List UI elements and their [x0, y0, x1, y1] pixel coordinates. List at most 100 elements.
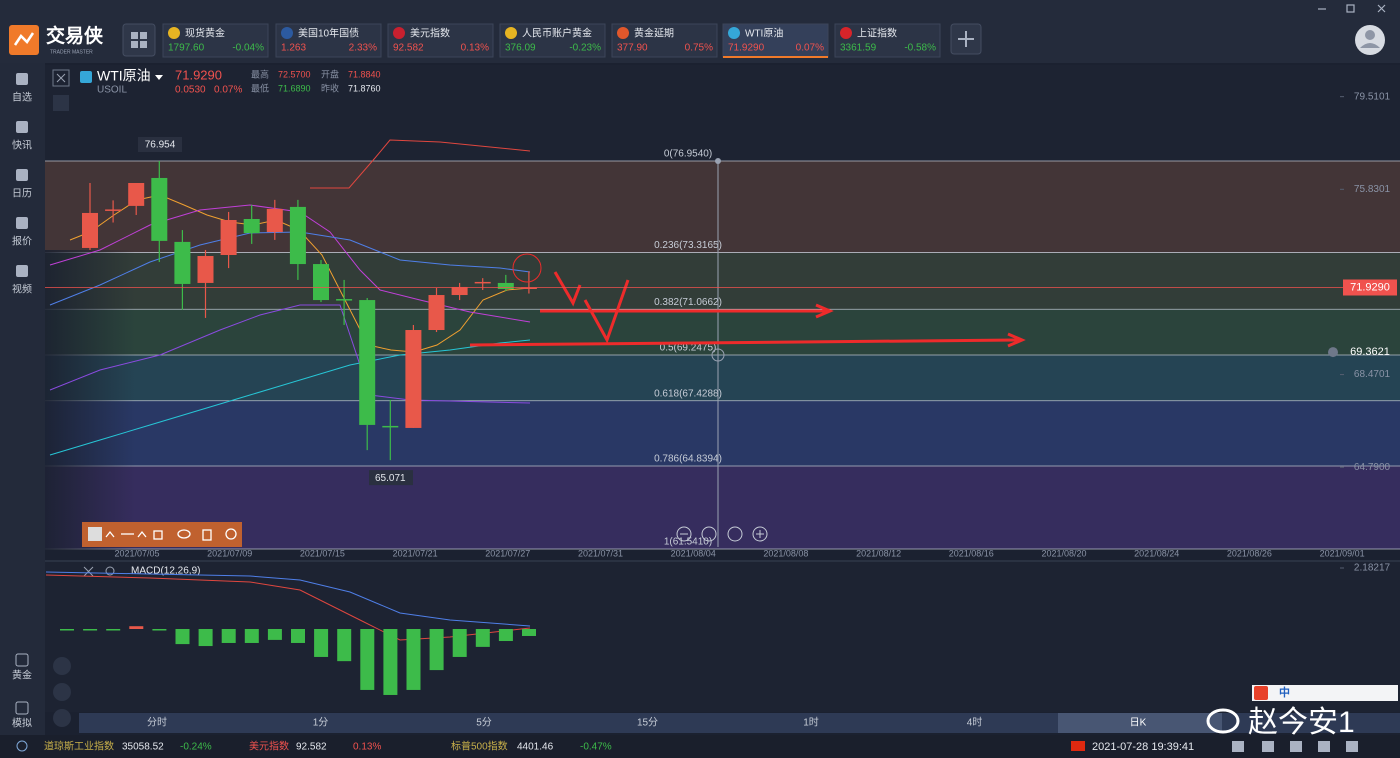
ticker-card[interactable]: [275, 23, 382, 58]
stat-label: 最高: [251, 68, 269, 79]
timeframe[interactable]: 5分: [476, 717, 492, 729]
timeframe[interactable]: 1时: [803, 717, 819, 729]
ime-mode: 中: [1279, 685, 1290, 699]
candle-body: [382, 425, 399, 428]
timeframe-active: [1058, 713, 1222, 733]
macd-bar: [106, 629, 121, 631]
timeframe[interactable]: 15分: [637, 717, 658, 729]
ticker-card[interactable]: [387, 23, 494, 58]
macd-close[interactable]: [83, 566, 94, 577]
ime-toolbar: [1252, 685, 1398, 701]
ticker-price: 376.09: [505, 43, 536, 54]
date-label: 2021/08/20: [1041, 548, 1086, 558]
timeframe[interactable]: 4时: [967, 717, 983, 729]
ticker-card[interactable]: [499, 23, 606, 58]
ticker-name: 现货黄金: [185, 27, 225, 40]
ticker-price: 71.9290: [728, 43, 765, 54]
nav-end[interactable]: [727, 526, 743, 542]
macd-bar: [429, 629, 444, 671]
sidebar-icon[interactable]: [16, 121, 28, 133]
nav-buttons: [676, 526, 768, 542]
fib-band: [45, 465, 1400, 549]
sidebar-label[interactable]: 视频: [12, 283, 32, 296]
sidebar-icon[interactable]: [15, 653, 29, 667]
date-label: 2021/08/16: [949, 548, 994, 558]
timeframe[interactable]: 1分: [313, 717, 329, 729]
close-chart[interactable]: [52, 69, 70, 87]
sidebar-icon[interactable]: [16, 217, 28, 229]
candle-body: [520, 287, 537, 289]
stat-value: 71.8840: [348, 69, 381, 79]
timeframe[interactable]: 分时: [147, 717, 167, 729]
index-change: -0.24%: [180, 742, 212, 753]
alert-bell[interactable]: [1328, 347, 1338, 358]
macd-top-label: 2.18217: [1354, 563, 1391, 574]
timeframe[interactable]: 日K: [1130, 718, 1147, 729]
macd-settings[interactable]: [105, 566, 115, 576]
ticker-name: 美元指数: [410, 27, 450, 40]
index-name: 标普500指数: [451, 740, 508, 753]
sidebar-label[interactable]: 自选: [12, 91, 32, 104]
symbol-name[interactable]: WTI原油: [97, 68, 151, 84]
annotation-arrow: [553, 271, 582, 307]
date-label: 2021/08/08: [763, 548, 808, 558]
macd-bar: [383, 629, 398, 695]
sidebar-label[interactable]: 报价: [12, 235, 32, 248]
ticker-card[interactable]: [611, 23, 718, 58]
toolbar-color[interactable]: [88, 527, 102, 541]
ticker-name: 黄金延期: [634, 27, 674, 40]
macd-bar: [406, 629, 421, 690]
ticker-card[interactable]: [722, 23, 829, 58]
ticker-price: 377.90: [617, 43, 648, 54]
fib-band: [45, 355, 1400, 401]
ticker-card[interactable]: [162, 23, 269, 58]
macd-bar: [198, 629, 213, 647]
support-icon[interactable]: [16, 740, 28, 752]
status-indices: 道琼斯工业指数 35058.52 -0.24% 美元指数 92.582 0.13% 标普50…: [44, 740, 612, 753]
fib-label: 1(61.5410): [664, 537, 712, 548]
layout-button[interactable]: [122, 23, 156, 57]
sidebar-label[interactable]: 模拟: [12, 717, 32, 730]
ticker-icon: [168, 27, 180, 39]
fib-band: [45, 252, 1400, 310]
fib-label: 0(76.9540): [664, 149, 712, 160]
candle-body: [336, 299, 353, 301]
zoom-out[interactable]: [676, 526, 692, 542]
macd-line: [45, 571, 531, 627]
high-label: 76.954: [145, 140, 176, 151]
candle-body: [266, 208, 283, 233]
index-name: 道琼斯工业指数: [44, 740, 114, 753]
current-price-tag: [1343, 279, 1397, 296]
ticker-price: 3361.59: [840, 43, 877, 54]
candle-body: [451, 286, 468, 296]
annotation-circle: [512, 253, 542, 283]
zoom-in[interactable]: [752, 526, 768, 542]
fib-label: 0.382(71.0662): [654, 297, 722, 308]
chart-fade: [45, 250, 135, 550]
candle-body: [313, 264, 329, 301]
status-bar: [0, 735, 1400, 758]
sidebar-icon[interactable]: [16, 169, 28, 181]
ticker-card[interactable]: [834, 23, 941, 58]
symbol-dropdown[interactable]: [155, 75, 163, 80]
sidebar-label[interactable]: 日历: [12, 188, 32, 200]
indicator-line: [49, 304, 531, 404]
nav-start[interactable]: [701, 526, 717, 542]
sidebar-icon[interactable]: [15, 701, 29, 715]
macd-bar: [498, 629, 513, 642]
ticker-price: 1797.60: [168, 43, 205, 54]
sidebar-icon[interactable]: [16, 265, 28, 277]
sidebar-label[interactable]: 快讯: [12, 140, 32, 152]
collapse-button[interactable]: [53, 95, 69, 111]
stat-value: 72.5700: [278, 69, 311, 79]
ticker-change: -0.04%: [232, 43, 264, 54]
sidebar-icon[interactable]: [16, 73, 28, 85]
ticker-icon: [281, 27, 293, 39]
ticker-icon: [728, 27, 740, 39]
candle-body: [474, 281, 491, 284]
candle-body: [220, 220, 237, 255]
sidebar-label[interactable]: 黄金: [12, 669, 32, 682]
candle-body: [105, 209, 122, 211]
quote-stats: 最高 72.5700 开盘 71.8840 最低 71.6890 昨收 71.8760: [251, 68, 381, 93]
